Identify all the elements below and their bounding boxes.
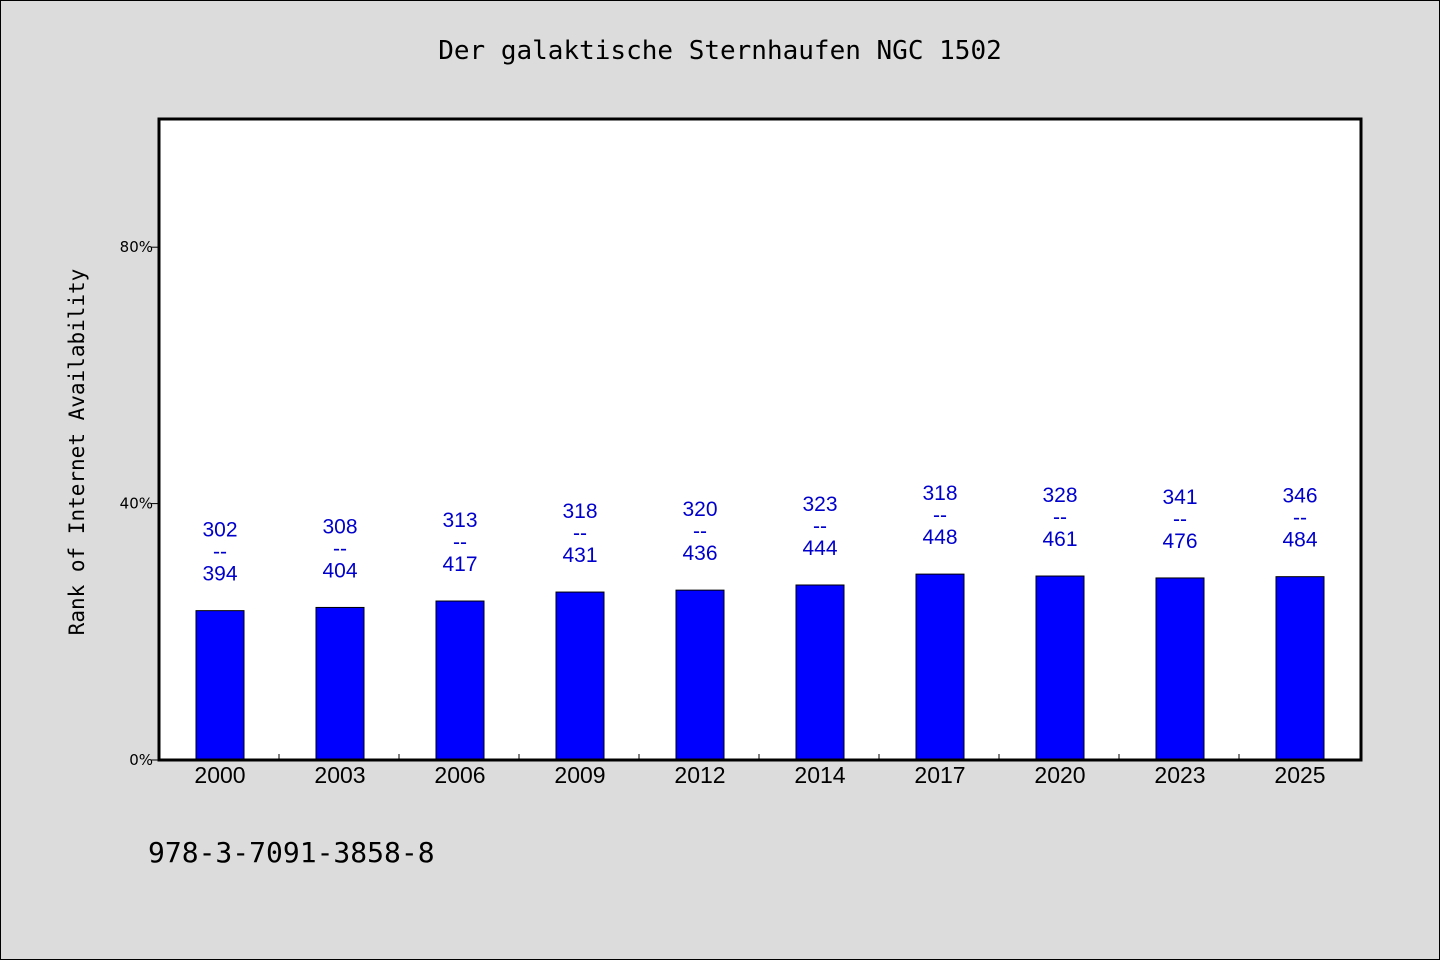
bar-2006 — [435, 600, 485, 761]
data-label-bottom-2020: 461 — [1042, 528, 1077, 551]
bar-2020 — [1035, 575, 1085, 761]
x-tick-label-2009: 2009 — [554, 762, 605, 788]
data-label-separator-2020: -- — [1053, 506, 1067, 529]
bar-2025 — [1275, 576, 1325, 761]
bar-2012 — [675, 589, 725, 761]
bar-2000 — [195, 610, 245, 761]
data-label-bottom-2003: 404 — [322, 559, 357, 582]
y-tick-label: 0% — [129, 751, 153, 769]
x-tick-label-2006: 2006 — [434, 762, 485, 788]
y-tick-label: 40% — [120, 495, 153, 513]
data-label-bottom-2000: 394 — [202, 563, 237, 586]
data-label-separator-2003: -- — [333, 537, 347, 560]
bars-layer — [195, 573, 1325, 761]
bar-2009 — [555, 591, 605, 761]
data-label-separator-2012: -- — [693, 520, 707, 543]
x-tick-label-2023: 2023 — [1154, 762, 1205, 788]
data-label-separator-2009: -- — [573, 522, 587, 545]
x-tick-label-2000: 2000 — [194, 762, 245, 788]
y-axis-ticks: 0% 40% 80% — [120, 238, 159, 769]
data-label-bottom-2006: 417 — [442, 553, 477, 576]
data-label-top-2023: 341 — [1162, 486, 1197, 509]
chart-title: Der galaktische Sternhaufen NGC 1502 — [438, 36, 1002, 66]
bar-2023 — [1155, 577, 1205, 761]
x-tick-label-2012: 2012 — [674, 762, 725, 788]
bar-2017 — [915, 573, 965, 761]
x-tick-label-2025: 2025 — [1274, 762, 1325, 788]
data-label-bottom-2012: 436 — [682, 542, 717, 565]
x-tick-label-2020: 2020 — [1034, 762, 1085, 788]
data-labels-layer: 302--394308--404313--417318--431320--436… — [202, 482, 1317, 586]
data-label-bottom-2025: 484 — [1282, 529, 1317, 552]
data-label-separator-2014: -- — [813, 515, 827, 538]
data-label-bottom-2009: 431 — [562, 544, 597, 567]
footer-text: 978-3-7091-3858-8 — [148, 836, 435, 869]
x-tick-label-2017: 2017 — [914, 762, 965, 788]
data-label-bottom-2014: 444 — [802, 537, 837, 560]
data-label-top-2000: 302 — [202, 519, 237, 542]
data-label-top-2006: 313 — [442, 509, 477, 532]
x-tick-label-2003: 2003 — [314, 762, 365, 788]
data-label-top-2025: 346 — [1282, 485, 1317, 508]
plot-border — [157, 117, 1363, 762]
data-label-separator-2023: -- — [1173, 508, 1187, 531]
data-label-separator-2025: -- — [1293, 507, 1307, 530]
data-label-top-2003: 308 — [322, 515, 357, 538]
data-label-bottom-2017: 448 — [922, 526, 957, 549]
data-label-bottom-2023: 476 — [1162, 530, 1197, 553]
data-label-separator-2017: -- — [933, 504, 947, 527]
x-tick-label-2014: 2014 — [794, 762, 845, 788]
data-label-top-2017: 318 — [922, 482, 957, 505]
bar-2003 — [315, 606, 365, 761]
y-tick-label: 80% — [120, 238, 153, 256]
data-label-top-2020: 328 — [1042, 484, 1077, 507]
data-label-separator-2006: -- — [453, 531, 467, 554]
data-label-separator-2000: -- — [213, 541, 227, 564]
data-label-top-2012: 320 — [682, 498, 717, 521]
data-label-top-2009: 318 — [562, 500, 597, 523]
data-label-top-2014: 323 — [802, 493, 837, 516]
bar-2014 — [795, 584, 845, 761]
